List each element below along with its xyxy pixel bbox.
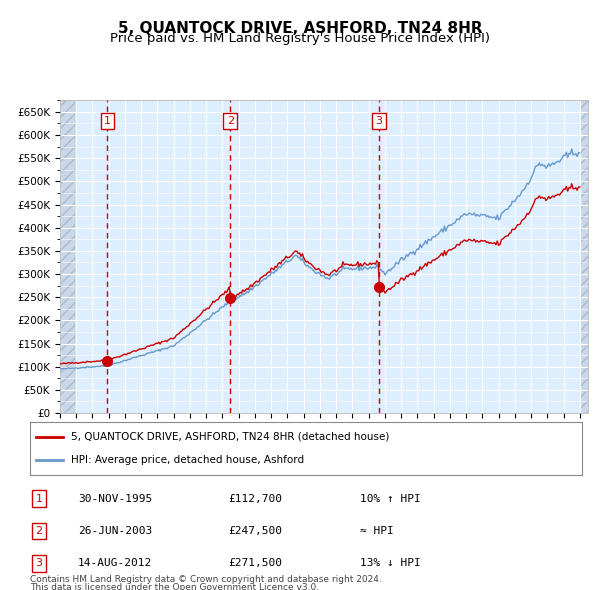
Text: 2: 2 — [227, 116, 234, 126]
Text: 1: 1 — [35, 494, 43, 503]
Text: 30-NOV-1995: 30-NOV-1995 — [78, 494, 152, 503]
Text: HPI: Average price, detached house, Ashford: HPI: Average price, detached house, Ashf… — [71, 455, 305, 465]
Text: 5, QUANTOCK DRIVE, ASHFORD, TN24 8HR (detached house): 5, QUANTOCK DRIVE, ASHFORD, TN24 8HR (de… — [71, 432, 390, 442]
Bar — [581, 100, 589, 413]
Text: Contains HM Land Registry data © Crown copyright and database right 2024.: Contains HM Land Registry data © Crown c… — [30, 575, 382, 584]
Text: 26-JUN-2003: 26-JUN-2003 — [78, 526, 152, 536]
Text: Price paid vs. HM Land Registry's House Price Index (HPI): Price paid vs. HM Land Registry's House … — [110, 32, 490, 45]
Text: 3: 3 — [35, 559, 43, 568]
Text: 14-AUG-2012: 14-AUG-2012 — [78, 559, 152, 568]
Text: 2: 2 — [35, 526, 43, 536]
Text: 3: 3 — [375, 116, 382, 126]
Text: This data is licensed under the Open Government Licence v3.0.: This data is licensed under the Open Gov… — [30, 583, 319, 590]
Text: ≈ HPI: ≈ HPI — [360, 526, 394, 536]
Text: 1: 1 — [104, 116, 111, 126]
Text: 13% ↓ HPI: 13% ↓ HPI — [360, 559, 421, 568]
Text: £247,500: £247,500 — [228, 526, 282, 536]
Text: 5, QUANTOCK DRIVE, ASHFORD, TN24 8HR: 5, QUANTOCK DRIVE, ASHFORD, TN24 8HR — [118, 21, 482, 35]
Text: £271,500: £271,500 — [228, 559, 282, 568]
Text: 10% ↑ HPI: 10% ↑ HPI — [360, 494, 421, 503]
Bar — [60, 100, 76, 413]
Text: £112,700: £112,700 — [228, 494, 282, 503]
